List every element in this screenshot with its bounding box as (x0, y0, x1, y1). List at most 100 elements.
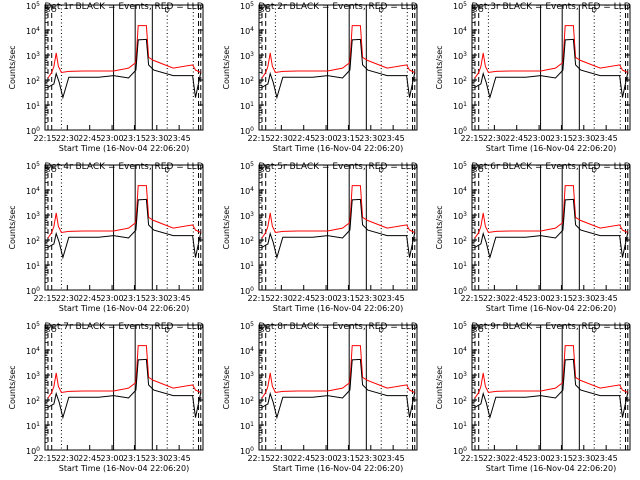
y-tick-label: 104 (453, 346, 467, 356)
y-tick-label: 104 (26, 26, 40, 36)
x-tick-label: 23:45 (382, 454, 405, 463)
y-tick-label: 101 (240, 101, 254, 111)
top-marker-glyph: O (51, 326, 57, 334)
y-tick-label: 103 (240, 51, 254, 61)
x-axis-label: Start Time (16-Nov-04 22:06:20) (59, 144, 189, 153)
lld-series-line (474, 345, 629, 399)
panel-title: Det 8r BLACK = Events, RED = LLD (258, 322, 417, 332)
x-tick-label: 23:15 (550, 454, 573, 463)
panel-title: Det 5r BLACK = Events, RED = LLD (258, 162, 417, 172)
y-tick-label: 102 (453, 76, 467, 86)
x-axis-label: Start Time (16-Nov-04 22:06:20) (486, 144, 616, 153)
y-axis-label: Counts/sec (222, 365, 231, 409)
panel-title: Det 2r BLACK = Events, RED = LLD (258, 2, 417, 12)
y-tick-label: 103 (453, 51, 467, 61)
top-marker-glyph: O (478, 326, 484, 334)
events-series-line (47, 358, 202, 420)
y-tick-label: 102 (26, 236, 40, 246)
x-tick-label: 23:30 (145, 294, 168, 303)
events-series-line (474, 198, 629, 260)
y-tick-label: 102 (240, 396, 254, 406)
x-tick-label: 22:30 (270, 134, 293, 143)
x-tick-label: 23:45 (168, 134, 191, 143)
x-tick-label: 23:15 (337, 454, 360, 463)
top-marker-glyph: O (478, 166, 484, 174)
plot-frame (44, 164, 204, 291)
lld-series-line (474, 25, 629, 79)
y-tick-label: 102 (240, 76, 254, 86)
y-tick-label: 105 (453, 161, 467, 171)
x-tick-label: 23:30 (145, 134, 168, 143)
x-tick-label: 22:45 (78, 134, 101, 143)
x-tick-label: 22:15 (460, 294, 483, 303)
y-tick-label: 104 (240, 26, 254, 36)
x-tick-label: 22:30 (56, 454, 79, 463)
y-tick-label: 101 (240, 421, 254, 431)
y-tick-label: 100 (240, 446, 254, 456)
y-tick-label: 105 (453, 1, 467, 11)
y-tick-label: 104 (240, 346, 254, 356)
y-tick-label: 105 (240, 1, 254, 11)
x-tick-label: 23:00 (101, 294, 124, 303)
x-tick-label: 23:45 (382, 134, 405, 143)
y-tick-label: 102 (453, 396, 467, 406)
x-tick-label: 23:15 (550, 134, 573, 143)
y-tick-label: 100 (453, 446, 467, 456)
lld-series-line (261, 25, 416, 79)
y-tick-label: 104 (240, 186, 254, 196)
y-tick-label: 104 (26, 346, 40, 356)
y-axis-label: Counts/sec (8, 365, 17, 409)
x-tick-label: 22:15 (460, 134, 483, 143)
y-axis-label: Counts/sec (435, 205, 444, 249)
panel-title: Det 4r BLACK = Events, RED = LLD (44, 162, 203, 172)
plot-frame (258, 4, 418, 131)
lld-series-line (47, 25, 202, 79)
events-series-line (261, 198, 416, 260)
y-tick-label: 105 (240, 161, 254, 171)
x-tick-label: 23:30 (359, 454, 382, 463)
top-marker-glyph: O (478, 6, 484, 14)
top-marker-glyph: D (165, 166, 170, 174)
top-marker-glyph: O (51, 6, 57, 14)
y-tick-label: 103 (26, 211, 40, 221)
x-tick-label: 23:45 (382, 294, 405, 303)
y-tick-label: 100 (453, 126, 467, 136)
y-tick-label: 101 (453, 421, 467, 431)
y-tick-label: 101 (26, 261, 40, 271)
y-tick-label: 104 (26, 186, 40, 196)
x-tick-label: 22:30 (270, 294, 293, 303)
y-tick-label: 100 (453, 286, 467, 296)
x-axis-label: Start Time (16-Nov-04 22:06:20) (59, 464, 189, 473)
x-tick-label: 23:45 (595, 134, 618, 143)
y-tick-label: 105 (240, 321, 254, 331)
x-tick-label: 23:15 (337, 134, 360, 143)
x-tick-label: 23:30 (572, 294, 595, 303)
top-marker-glyph: S (260, 6, 265, 14)
y-tick-label: 102 (26, 396, 40, 406)
x-tick-label: 23:00 (528, 134, 551, 143)
events-series-line (261, 38, 416, 100)
x-tick-label: 22:45 (78, 294, 101, 303)
top-marker-glyph: S (46, 326, 51, 334)
plot-frame (258, 164, 418, 291)
x-axis-label: Start Time (16-Nov-04 22:06:20) (273, 304, 403, 313)
top-marker-glyph: D (592, 326, 597, 334)
y-tick-label: 100 (240, 286, 254, 296)
lld-series-line (261, 185, 416, 239)
top-marker-glyph: D (379, 6, 384, 14)
y-tick-label: 100 (26, 286, 40, 296)
x-tick-label: 23:15 (337, 294, 360, 303)
x-tick-label: 22:15 (33, 454, 56, 463)
panel-title: Det 3r BLACK = Events, RED = LLD (471, 2, 630, 12)
top-marker-glyph: S (260, 166, 265, 174)
y-tick-label: 103 (240, 371, 254, 381)
lld-series-line (47, 345, 202, 399)
x-tick-label: 22:30 (483, 134, 506, 143)
plot-frame (471, 4, 631, 131)
x-tick-label: 23:00 (101, 134, 124, 143)
top-marker-glyph: S (46, 6, 51, 14)
y-axis-label: Counts/sec (8, 205, 17, 249)
